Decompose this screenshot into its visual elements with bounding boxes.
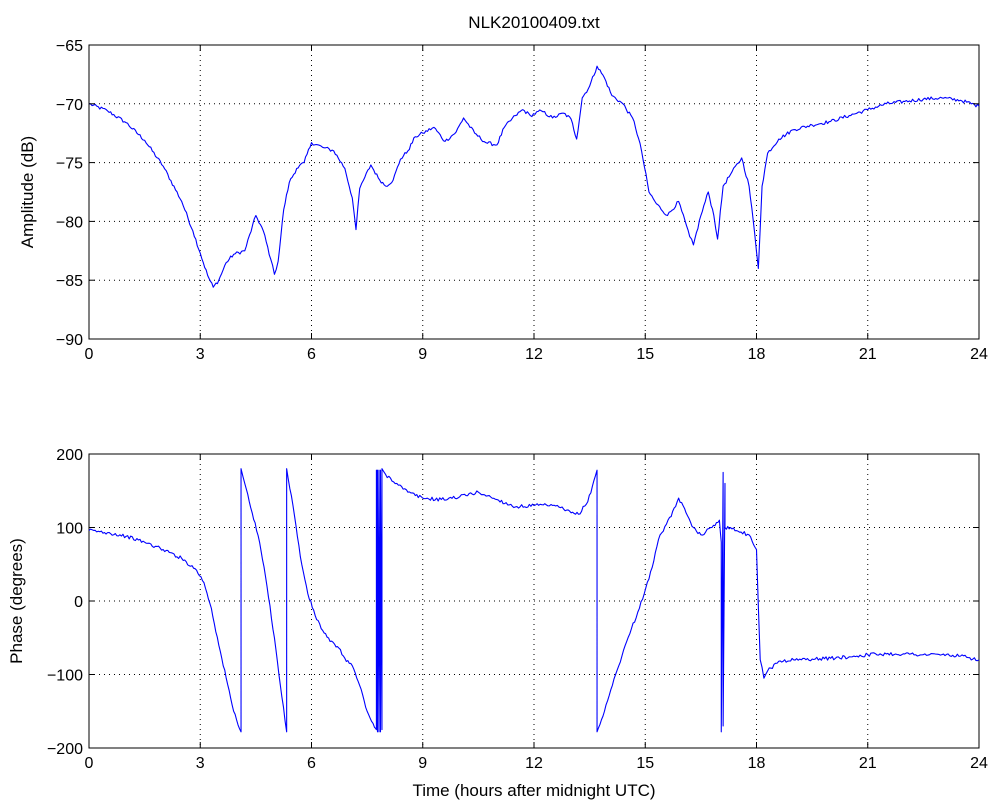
- amplitude-x-tick-label: 9: [418, 346, 427, 363]
- amplitude-x-tick-label: 24: [970, 346, 988, 363]
- phase-plot: 0 3 6 9 12 15 18 21 24 −200 −100 0 100 200 Phase (deg…: [7, 447, 988, 800]
- phase-x-axis-label: Time (hours after midnight UTC): [412, 781, 655, 800]
- amplitude-ticks: 0 3 6 9 12 15 18 21 24 −90 −85 −80 −75 −70 −65: [56, 38, 988, 363]
- amplitude-x-tick-label: 18: [748, 346, 766, 363]
- amplitude-y-tick-label: −85: [56, 273, 83, 290]
- phase-y-tick-label: 100: [56, 521, 83, 538]
- phase-series-line: [88, 468, 980, 733]
- amplitude-x-tick-label: 15: [636, 346, 654, 363]
- amplitude-series-line: [88, 65, 980, 288]
- phase-ticks: 0 3 6 9 12 15 18 21 24 −200 −100 0 100 200: [47, 447, 988, 772]
- amplitude-x-tick-label: 6: [307, 346, 316, 363]
- amplitude-x-tick-label: 0: [85, 346, 94, 363]
- phase-y-tick-label: 0: [74, 594, 83, 611]
- phase-x-tick-label: 0: [85, 755, 94, 772]
- amplitude-x-tick-label: 3: [196, 346, 205, 363]
- amplitude-plot: 0 3 6 9 12 15 18 21 24 −90 −85 −80 −75 −70 −65 Amplitu…: [18, 38, 988, 363]
- phase-y-tick-label: −200: [47, 741, 83, 758]
- amplitude-y-axis-label: Amplitude (dB): [18, 136, 37, 248]
- phase-x-tick-label: 24: [970, 755, 988, 772]
- amplitude-grid: [89, 45, 979, 339]
- amplitude-y-tick-label: −70: [56, 97, 83, 114]
- amplitude-y-tick-label: −80: [56, 214, 83, 231]
- phase-x-tick-label: 12: [525, 755, 543, 772]
- chart-title: NLK20100409.txt: [468, 13, 600, 32]
- phase-grid: [89, 454, 979, 748]
- phase-y-tick-label: 200: [56, 447, 83, 464]
- amplitude-y-tick-label: −90: [56, 332, 83, 349]
- phase-x-tick-label: 6: [307, 755, 316, 772]
- amplitude-y-tick-label: −75: [56, 156, 83, 173]
- phase-x-tick-label: 9: [418, 755, 427, 772]
- amplitude-y-tick-label: −65: [56, 38, 83, 55]
- phase-y-axis-label: Phase (degrees): [7, 538, 26, 664]
- phase-x-tick-label: 15: [636, 755, 654, 772]
- phase-x-tick-label: 21: [859, 755, 877, 772]
- phase-x-tick-label: 3: [196, 755, 205, 772]
- amplitude-x-tick-label: 21: [859, 346, 877, 363]
- phase-y-tick-label: −100: [47, 668, 83, 685]
- amplitude-x-tick-label: 12: [525, 346, 543, 363]
- phase-x-tick-label: 18: [748, 755, 766, 772]
